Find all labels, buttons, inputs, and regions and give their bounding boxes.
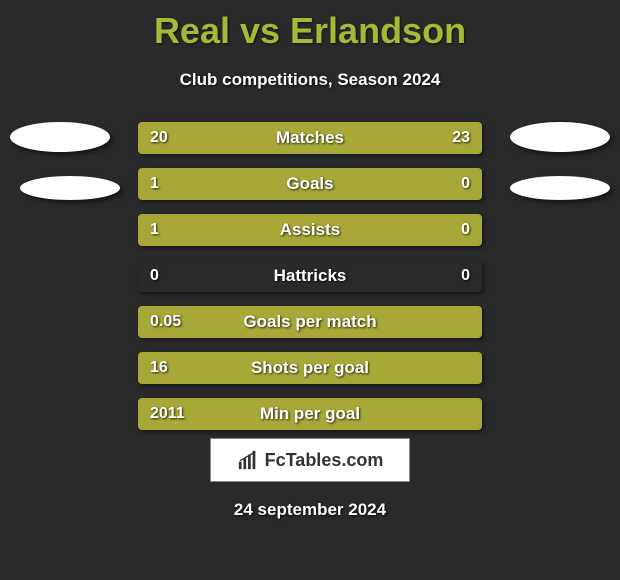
stat-label: Matches xyxy=(138,122,482,154)
placeholder-ellipse xyxy=(10,122,110,152)
stat-row: 10Goals xyxy=(138,168,482,200)
stat-label: Goals per match xyxy=(138,306,482,338)
subtitle: Club competitions, Season 2024 xyxy=(0,70,620,90)
stat-row: 00Hattricks xyxy=(138,260,482,292)
date-label: 24 september 2024 xyxy=(0,500,620,520)
stat-label: Min per goal xyxy=(138,398,482,430)
placeholder-ellipse xyxy=(20,176,120,200)
stat-row: 2011Min per goal xyxy=(138,398,482,430)
placeholder-ellipse xyxy=(510,176,610,200)
stat-label: Hattricks xyxy=(138,260,482,292)
chart-icon xyxy=(237,449,259,471)
stat-label: Shots per goal xyxy=(138,352,482,384)
stat-label: Assists xyxy=(138,214,482,246)
logo-text: FcTables.com xyxy=(265,450,384,471)
stat-row: 2023Matches xyxy=(138,122,482,154)
stat-row: 10Assists xyxy=(138,214,482,246)
stat-row: 0.05Goals per match xyxy=(138,306,482,338)
stat-bars: 2023Matches 10Goals 10Assists 00Hattricks 0.… xyxy=(138,122,482,444)
logo-badge: FcTables.com xyxy=(210,438,410,482)
stat-row: 16Shots per goal xyxy=(138,352,482,384)
page-title: Real vs Erlandson xyxy=(0,0,620,52)
placeholder-ellipse xyxy=(510,122,610,152)
stat-label: Goals xyxy=(138,168,482,200)
